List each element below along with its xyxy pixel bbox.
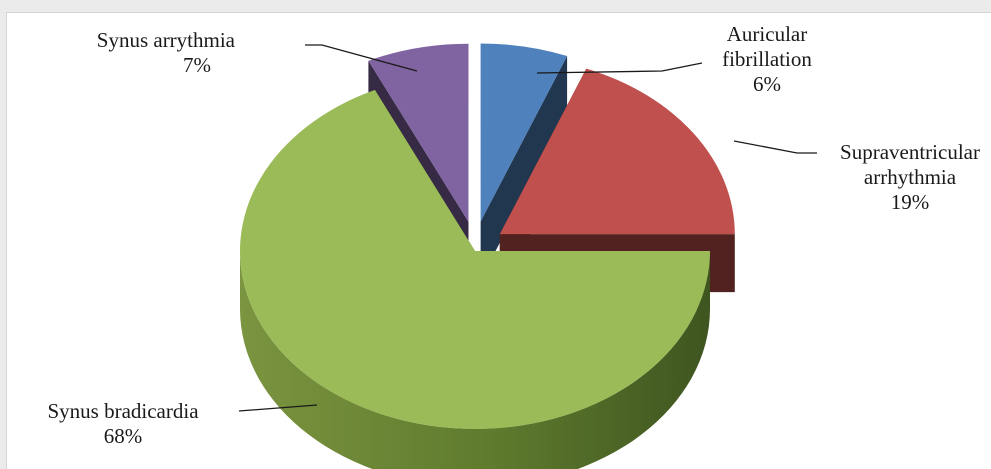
slice-percent-label: 68% (104, 424, 143, 448)
slice-name-label: Auricular (727, 22, 807, 46)
slice-name-label: Synus bradicardia (47, 399, 199, 423)
leader-line-supraventricular-arrhythmia (734, 141, 817, 153)
slice-name-label: fibrillation (722, 47, 812, 71)
slice-percent-label: 19% (891, 190, 930, 214)
slice-name-label: Synus arrythmia (97, 28, 236, 52)
slice-name-label: Supraventricular (840, 140, 980, 164)
slice-percent-label: 7% (183, 53, 211, 77)
slice-name-label: arrhythmia (864, 165, 957, 189)
slice-percent-label: 6% (753, 72, 781, 96)
